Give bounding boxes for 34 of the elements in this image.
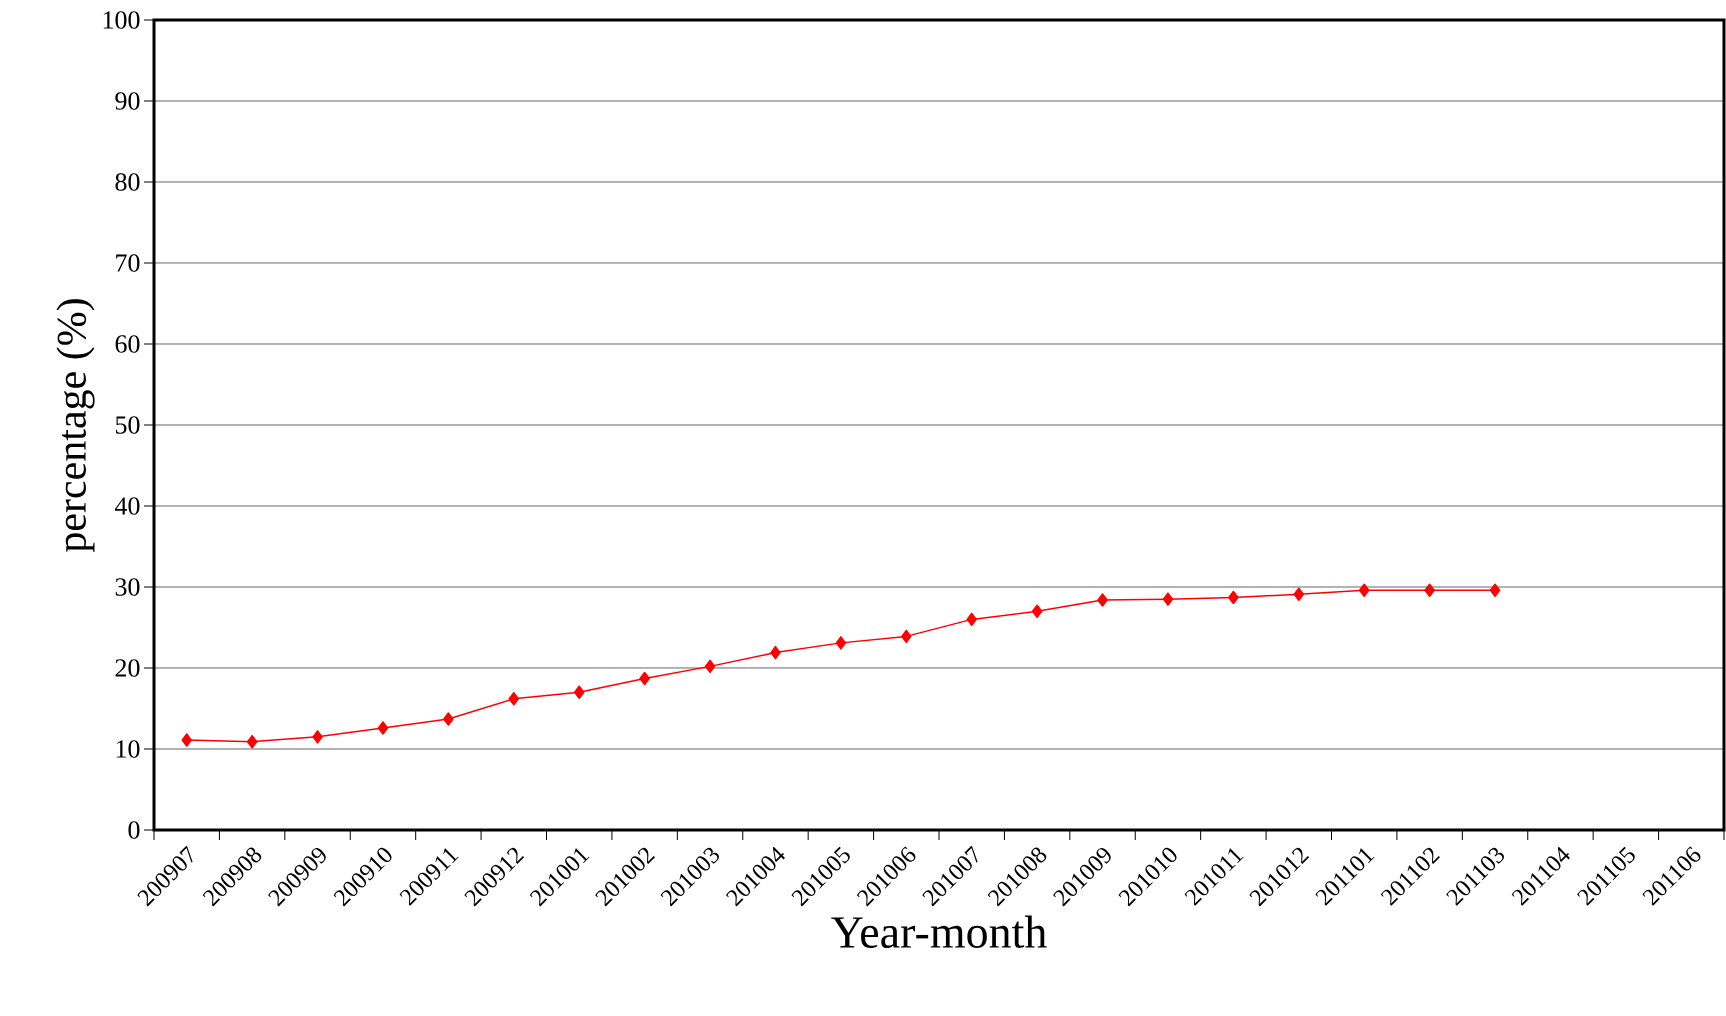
x-axis-title: Year-month [831,915,1047,948]
y-tick-label: 10 [116,740,140,758]
y-tick-label: 90 [115,92,140,110]
point [1358,583,1370,597]
point [312,730,323,744]
point [1031,604,1043,619]
y-tick-label: 100 [103,11,140,29]
point [1228,590,1239,605]
y-tick-label: 60 [115,335,140,353]
point [573,685,585,700]
y-axis-title: percentage (%) [56,299,95,552]
point [443,712,454,726]
point [901,629,912,644]
y-tick-label: 0 [128,821,140,839]
y-tick-label: 80 [115,173,140,191]
y-tick-label: 70 [116,254,140,272]
point [1424,583,1435,597]
y-tick-label: 30 [115,578,140,596]
point [1097,593,1108,607]
point [639,671,650,686]
point [966,612,977,627]
point [246,734,258,749]
point [1293,587,1305,602]
point [1489,583,1501,597]
y-tick-label: 20 [115,659,140,677]
point [181,733,192,747]
point [1162,592,1174,606]
point [508,692,520,706]
y-tick-label: 40 [114,497,140,515]
point [704,659,716,674]
point [770,645,781,660]
y-tick-label: 50 [115,416,140,434]
point [835,636,847,650]
point [377,721,389,735]
